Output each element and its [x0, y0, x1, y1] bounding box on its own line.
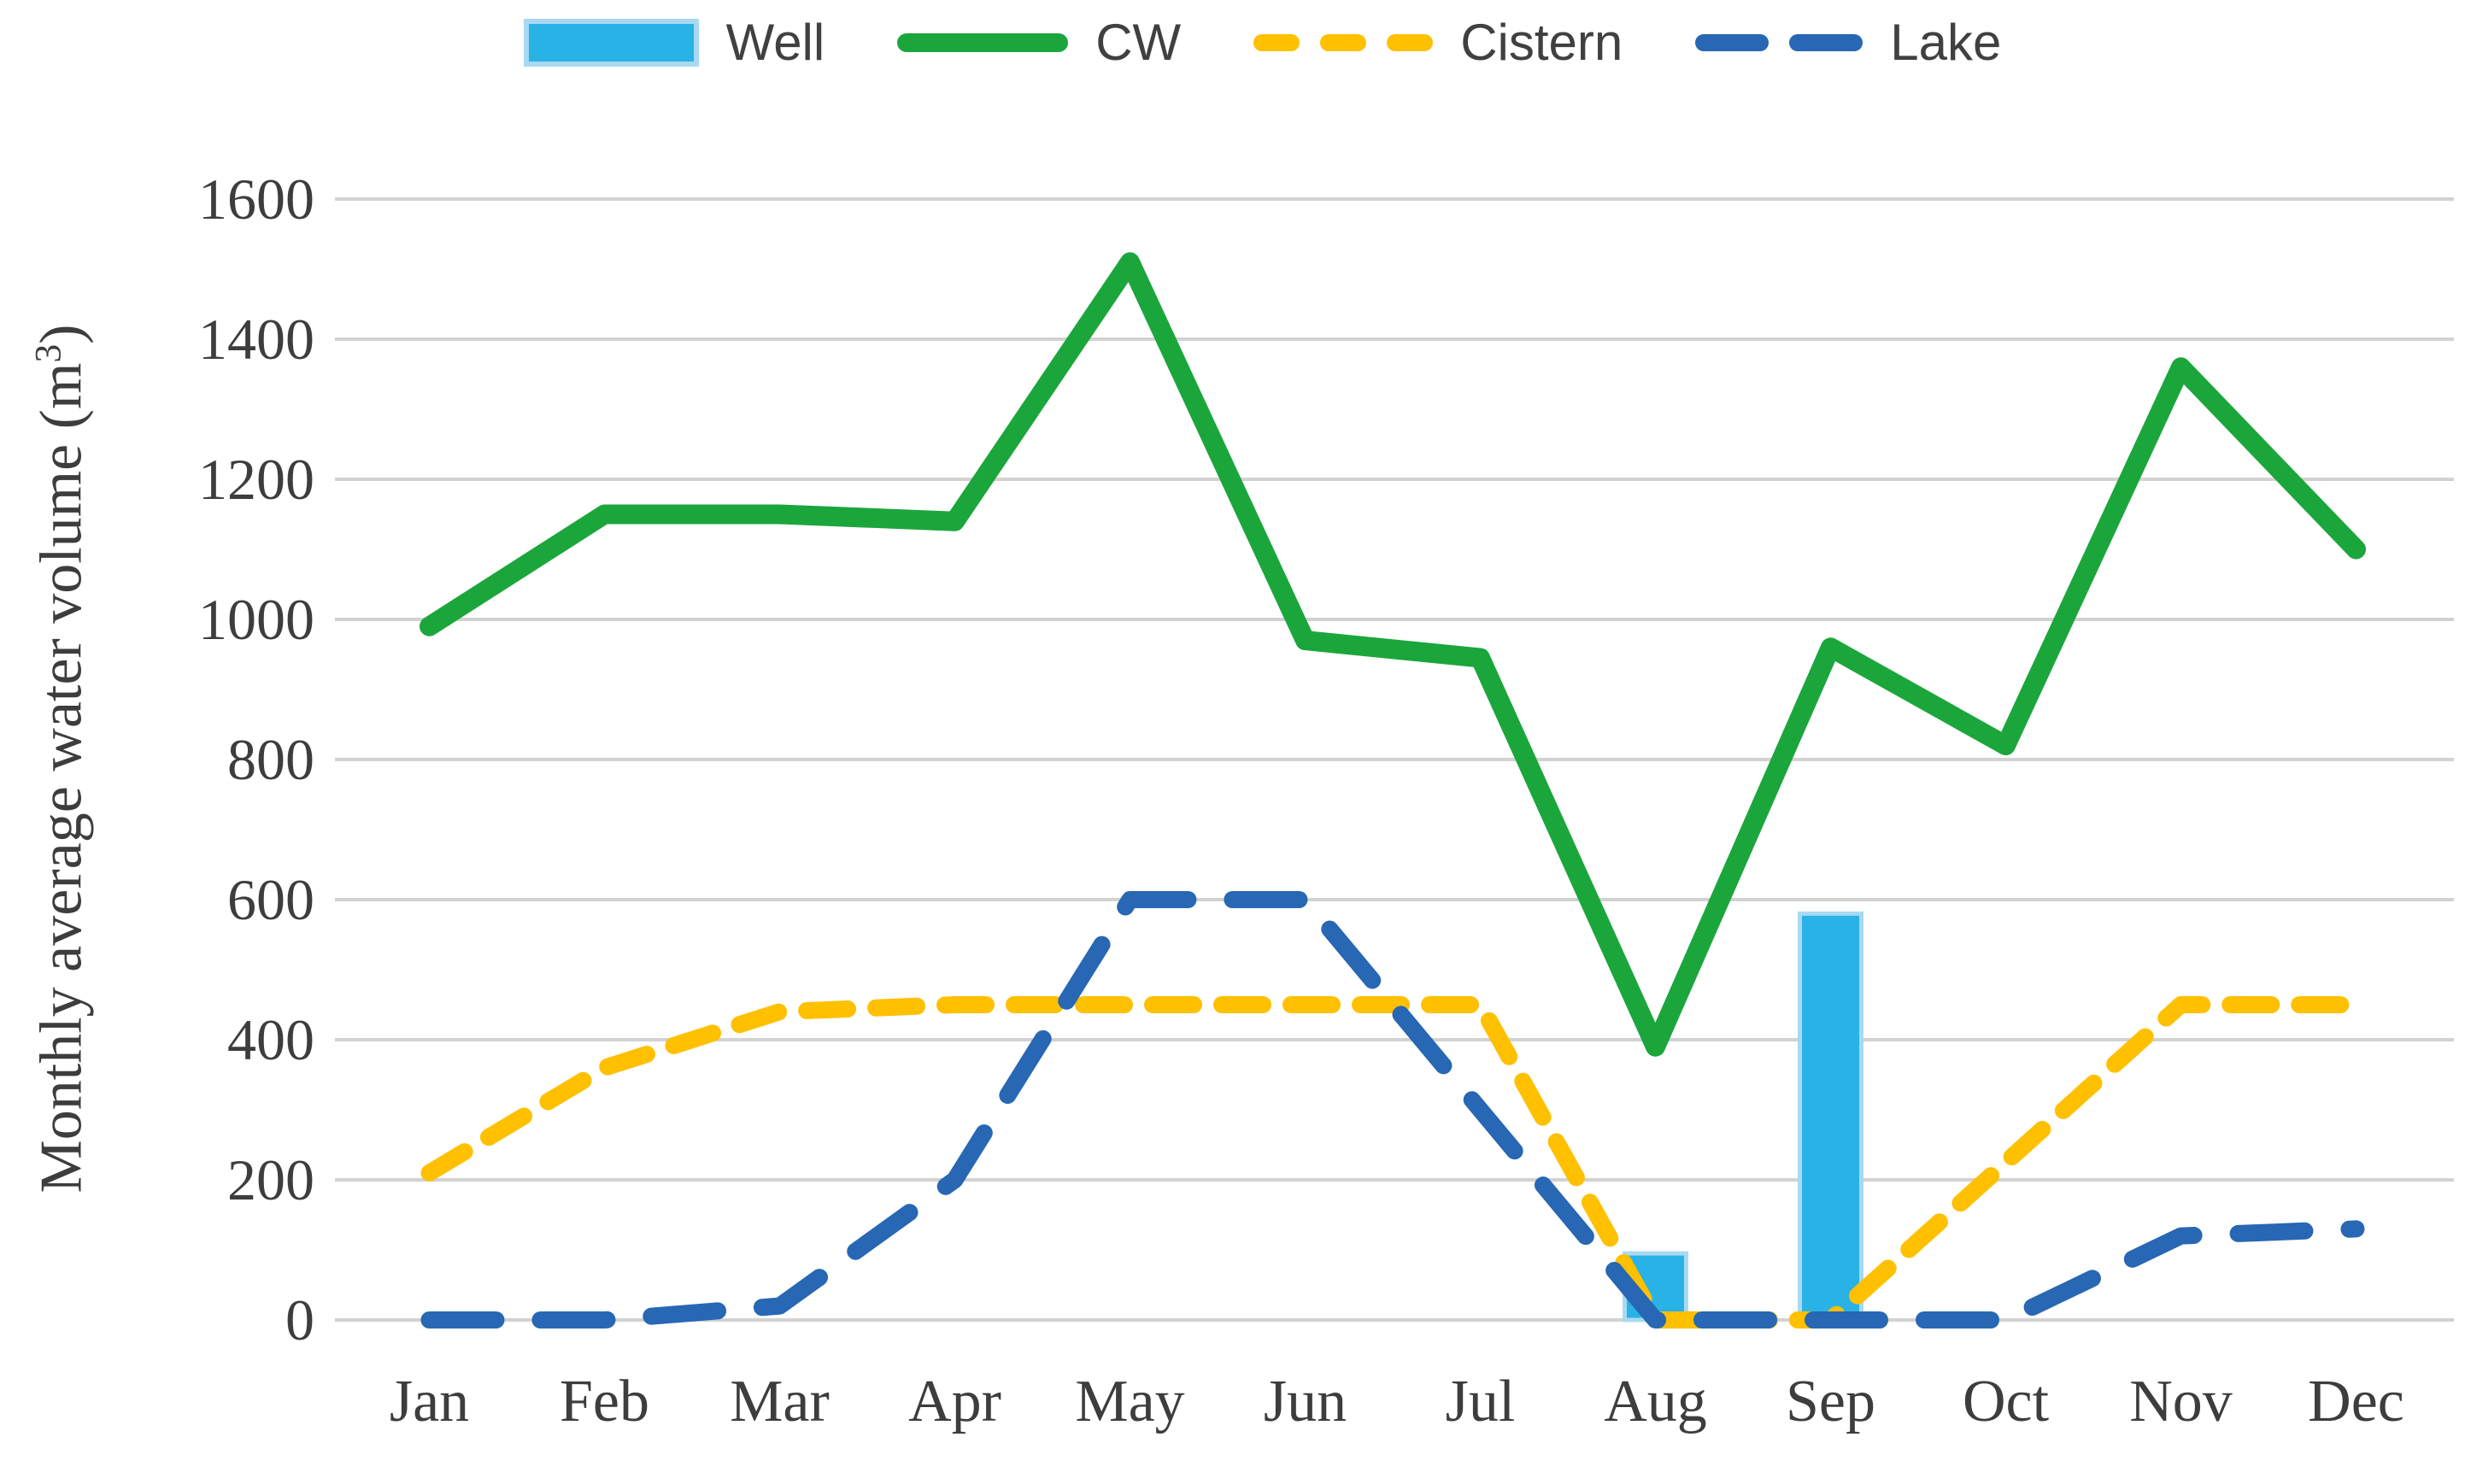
- x-label-feb: Feb: [560, 1369, 649, 1434]
- legend-swatch-cw: [897, 33, 1069, 52]
- legend-dash-lake: [1695, 34, 1770, 51]
- y-tick-label-1200: 1200: [198, 447, 314, 512]
- legend-item-cw: CW: [897, 17, 1181, 68]
- x-label-jul: Jul: [1445, 1369, 1516, 1434]
- x-label-mar: Mar: [730, 1369, 830, 1434]
- legend-item-cistern: Cistern: [1253, 17, 1623, 68]
- y-tick-label-0: 0: [285, 1288, 314, 1352]
- x-label-nov: Nov: [2129, 1369, 2233, 1434]
- y-tick-label-1000: 1000: [198, 587, 314, 652]
- x-label-aug: Aug: [1604, 1369, 1707, 1434]
- x-label-jan: Jan: [389, 1369, 470, 1434]
- x-label-oct: Oct: [1962, 1369, 2050, 1434]
- y-tick-label-200: 200: [227, 1147, 314, 1212]
- line-cistern: [420, 996, 2365, 1329]
- legend-label-cistern: Cistern: [1460, 14, 1623, 71]
- y-tick-label-800: 800: [227, 727, 314, 792]
- legend-label-lake: Lake: [1890, 14, 2002, 71]
- x-label-apr: Apr: [908, 1369, 1001, 1434]
- line-cw: [420, 252, 2366, 1057]
- x-label-jun: Jun: [1263, 1369, 1347, 1434]
- legend-swatch-well: [523, 19, 699, 67]
- x-label-sep: Sep: [1786, 1369, 1875, 1434]
- legend-swatch-cistern: [1253, 34, 1434, 51]
- legend-item-lake: Lake: [1695, 17, 2001, 68]
- legend-label-cw: CW: [1095, 14, 1182, 71]
- line-lake: [420, 891, 2365, 1329]
- x-label-may: May: [1075, 1369, 1185, 1434]
- y-tick-label-400: 400: [227, 1007, 314, 1072]
- legend-dash-lake: [1789, 34, 1863, 51]
- y-tick-label-600: 600: [227, 867, 314, 932]
- x-label-dec: Dec: [2308, 1369, 2404, 1434]
- legend-dash-cistern: [1387, 34, 1434, 51]
- y-tick-label-1400: 1400: [198, 307, 314, 372]
- legend-item-well: Well: [523, 14, 825, 71]
- chart-legend: Well CW Cistern Lake: [60, 9, 2465, 77]
- legend-dash-cistern: [1320, 34, 1367, 51]
- legend-label-well: Well: [725, 14, 825, 71]
- bar-well-sep: [1798, 911, 1863, 1323]
- y-tick-label-1600: 1600: [198, 167, 314, 232]
- legend-dash-cistern: [1253, 34, 1300, 51]
- legend-swatch-lake: [1695, 34, 1863, 51]
